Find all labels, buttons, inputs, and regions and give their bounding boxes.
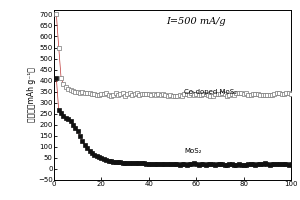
Text: Co-doped MoS₂: Co-doped MoS₂ (184, 89, 237, 95)
Text: I=500 mA/g: I=500 mA/g (167, 17, 226, 26)
Text: MoS₂: MoS₂ (184, 148, 202, 154)
Y-axis label: 比容量（mAh g⁻¹）: 比容量（mAh g⁻¹） (28, 68, 37, 122)
